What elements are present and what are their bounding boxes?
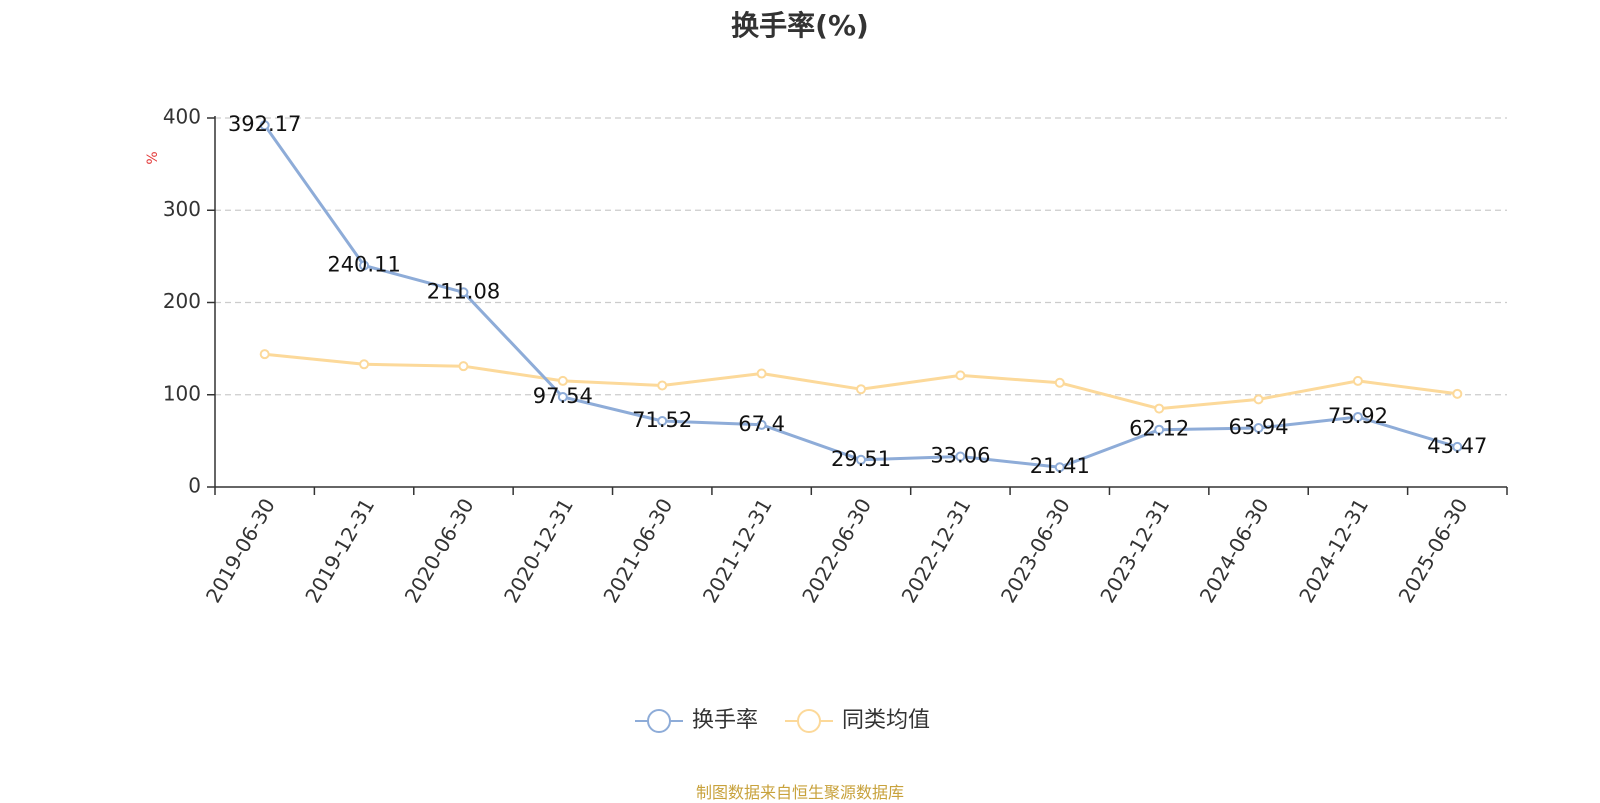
x-tick-label: 2022-12-31	[897, 494, 976, 607]
data-point	[557, 392, 568, 403]
data-point	[359, 260, 370, 271]
data-label: 97.54	[533, 384, 593, 408]
data-point	[1253, 394, 1264, 405]
y-tick-label: 300	[163, 197, 201, 221]
x-tick-label: 2023-06-30	[996, 494, 1075, 607]
data-label: 211.08	[427, 279, 500, 303]
gridlines	[215, 117, 1507, 396]
data-label: 63.94	[1228, 415, 1288, 439]
legend-label: 换手率	[692, 708, 758, 733]
series-换手率	[259, 120, 1463, 473]
data-label: 62.12	[1129, 417, 1189, 441]
x-tick-label: 2020-12-31	[499, 494, 578, 607]
data-point	[1054, 462, 1065, 473]
data-point	[1352, 375, 1363, 386]
x-tick-label: 2024-12-31	[1294, 494, 1373, 607]
x-tick-label: 2019-06-30	[201, 494, 280, 607]
legend-marker-icon	[647, 709, 671, 733]
y-axis-label: %	[145, 151, 161, 164]
data-point	[1452, 388, 1463, 399]
chart-title: 换手率(%)	[731, 9, 869, 42]
data-labels: 392.17 240.11 211.08 97.54 71.52 67.4 29.51 33.…	[228, 112, 1487, 478]
data-point	[1154, 403, 1165, 414]
data-point	[458, 361, 469, 372]
data-label: 43.47	[1427, 434, 1487, 458]
data-point	[756, 368, 767, 379]
data-label: 33.06	[930, 444, 990, 468]
data-point	[1352, 411, 1363, 422]
x-tick-label: 2025-06-30	[1393, 494, 1472, 607]
data-point	[756, 419, 767, 430]
data-point	[856, 384, 866, 395]
series-同类均值	[259, 349, 1463, 414]
data-point	[1253, 423, 1264, 434]
y-tick-label: 200	[163, 289, 201, 313]
data-point	[955, 370, 966, 381]
data-point	[856, 454, 866, 465]
data-point	[259, 349, 270, 360]
legend-marker-icon	[797, 709, 821, 733]
data-label: 67.4	[738, 412, 785, 436]
x-tick-label: 2020-06-30	[400, 494, 479, 607]
data-point	[1452, 441, 1463, 452]
y-tick-label: 400	[163, 105, 201, 129]
x-tick-label: 2019-12-31	[300, 494, 379, 607]
series-line	[263, 352, 1459, 411]
data-point	[1154, 424, 1165, 435]
data-point	[955, 451, 966, 462]
legend-item: 换手率	[635, 708, 758, 733]
data-point	[1054, 377, 1065, 388]
data-point	[557, 375, 568, 386]
data-point	[259, 120, 270, 131]
x-tick-label: 2024-06-30	[1195, 494, 1274, 607]
data-point	[458, 287, 469, 298]
x-tick-label: 2023-12-31	[1095, 494, 1174, 607]
y-tick-label: 100	[163, 381, 201, 405]
data-label: 29.51	[831, 447, 891, 471]
legend-item: 同类均值	[785, 708, 930, 733]
data-label: 71.52	[632, 408, 692, 432]
data-label: 392.17	[228, 112, 301, 136]
data-label: 21.41	[1030, 454, 1090, 478]
data-point	[359, 359, 370, 370]
x-tick-label: 2022-06-30	[797, 494, 876, 607]
data-point	[657, 380, 668, 391]
legend-label: 同类均值	[842, 708, 930, 733]
axes: 0 100 200 300 400% 2019-06-30 2019-12-31 2020-0…	[145, 105, 1508, 607]
legend: 换手率 同类均值	[635, 708, 930, 733]
source-note: 制图数据来自恒生聚源数据库	[695, 783, 904, 802]
data-point	[657, 416, 668, 427]
data-label: 240.11	[327, 252, 400, 276]
x-tick-label: 2021-06-30	[598, 494, 677, 607]
y-tick-label: 0	[188, 474, 201, 498]
x-tick-label: 2021-12-31	[698, 494, 777, 607]
data-label: 75.92	[1328, 404, 1388, 428]
series	[259, 120, 1463, 473]
